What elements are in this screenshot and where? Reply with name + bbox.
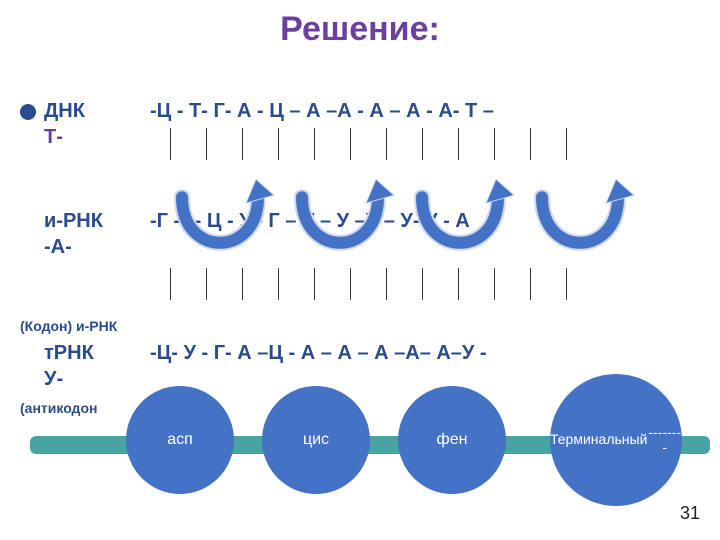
bond-line — [278, 128, 279, 160]
bond-line — [566, 128, 567, 160]
bond-line — [314, 128, 315, 160]
bond-line — [458, 268, 459, 300]
seq-trna: -Ц- У - Г- А –Ц - А – А – А –А– А–У - — [150, 342, 487, 365]
bond-line — [278, 268, 279, 300]
page-title: Решение: — [0, 10, 720, 49]
bond-line — [530, 268, 531, 300]
bond-line — [350, 128, 351, 160]
bond-line — [422, 128, 423, 160]
bond-line — [350, 268, 351, 300]
seq-trna-wrap: У- — [44, 368, 63, 391]
bond-line — [530, 128, 531, 160]
bond-line — [206, 268, 207, 300]
seq-dna: -Ц - Т- Г- А - Ц – А –А - А – А - А- Т – — [150, 100, 494, 123]
bond-line — [422, 268, 423, 300]
amino-acid-circle: фен — [398, 386, 506, 494]
amino-acid-circle: цис — [262, 386, 370, 494]
seq-dna-wrap: Т- — [44, 126, 63, 149]
bond-line — [386, 268, 387, 300]
bullet-dna — [20, 104, 36, 120]
bond-line — [314, 268, 315, 300]
seq-mrna: -Г -А- Ц - У– Г – У – У –У – У- У - А — [150, 210, 470, 233]
label-codon: (Кодон) и-РНК — [20, 318, 117, 334]
page-number: 31 — [680, 503, 700, 524]
bond-line — [242, 268, 243, 300]
amino-acid-circle: асп — [126, 386, 234, 494]
bond-line — [494, 128, 495, 160]
bond-line — [242, 128, 243, 160]
seq-mrna-wrap: -А- — [44, 236, 72, 259]
label-dna: ДНК — [44, 100, 85, 123]
bond-line — [458, 128, 459, 160]
label-anticodon: (антикодон — [20, 400, 97, 416]
bond-line — [170, 268, 171, 300]
bond-line — [206, 128, 207, 160]
bond-line — [170, 128, 171, 160]
bond-line — [566, 268, 567, 300]
label-trna: тРНК — [44, 342, 94, 365]
bond-line — [386, 128, 387, 160]
label-mrna: и-РНК — [44, 210, 103, 233]
amino-acid-circle: Терминальный-------- — [550, 374, 682, 506]
bond-line — [494, 268, 495, 300]
